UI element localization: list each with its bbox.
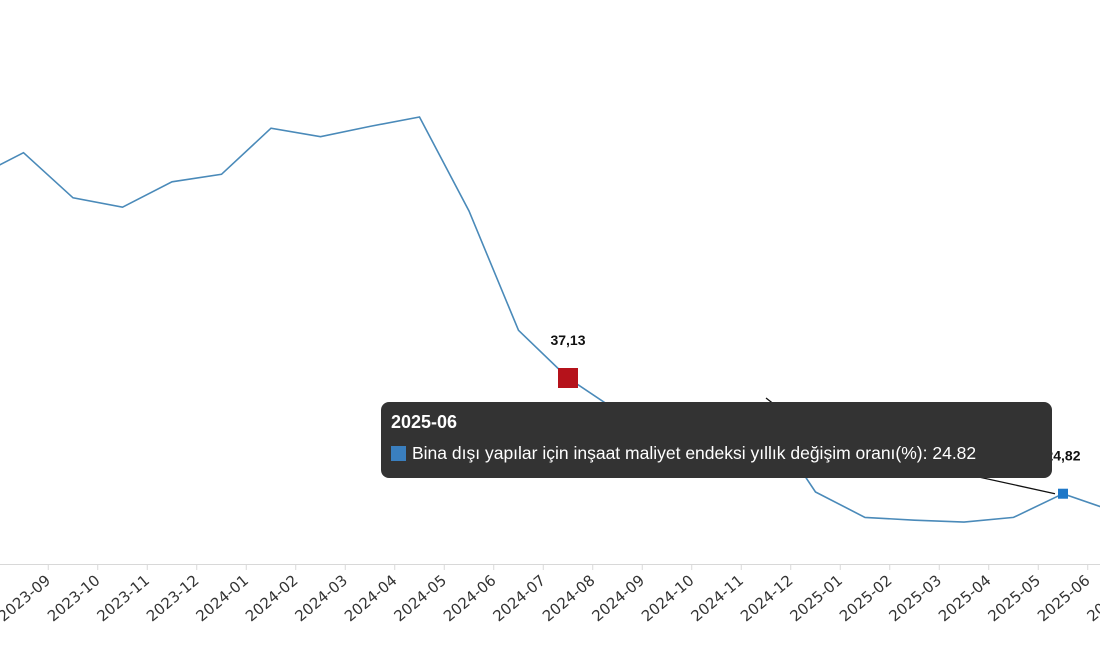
x-tick-label: 2023-09 [0,571,54,625]
data-labels: 37,13 24,82 [550,332,1080,464]
x-tick-label: 2024-06 [440,571,500,625]
highlighted-point-marker[interactable] [558,368,578,388]
x-tick-label: 2023-10 [44,571,104,625]
x-tick-label: 2024-07 [489,571,549,625]
x-tick-label: 2025-04 [935,571,995,625]
x-tick-label: 2025-03 [885,571,945,625]
x-tick-label: 2024-09 [588,571,648,625]
x-axis-ticks [47,564,1089,570]
x-tick-label: 2025-02 [836,571,896,625]
chart-tooltip: 2025-06 Bina dışı yapılar için inşaat ma… [381,402,1052,478]
data-label: 24,82 [1045,448,1080,464]
tooltip-row: Bina dışı yapılar için inşaat maliyet en… [391,442,1042,464]
x-tick-label: 2024-10 [638,571,698,625]
x-tick-label: 2024-04 [341,571,401,625]
tooltip-series-text: Bina dışı yapılar için inşaat maliyet en… [412,443,977,463]
series-swatch-icon [391,445,406,461]
series-line [0,116,1100,523]
x-tick-label: 2025-05 [984,571,1044,625]
x-axis-tick-labels: 2023-082023-092023-102023-112023-122024-… [0,571,1100,625]
data-label: 37,13 [550,332,585,348]
x-tick-label: 2024-08 [539,571,599,625]
x-tick-label: 2024-03 [291,571,351,625]
x-tick-label: 2024-05 [390,571,450,625]
x-tick-label: 2023-12 [143,571,203,625]
x-tick-label: 2024-11 [687,571,747,625]
x-tick-label: 2024-01 [192,571,252,625]
x-tick-label: 2025-06 [1034,571,1094,625]
x-tick-label: 2024-02 [242,571,302,625]
x-tick-label: 2024-12 [737,571,797,625]
x-tick-label: 2025-01 [786,571,846,625]
point-markers[interactable] [558,368,1068,499]
x-tick-label: 2023-11 [93,571,153,625]
tooltip-title: 2025-06 [391,412,458,432]
active-point-marker[interactable] [1058,488,1068,499]
